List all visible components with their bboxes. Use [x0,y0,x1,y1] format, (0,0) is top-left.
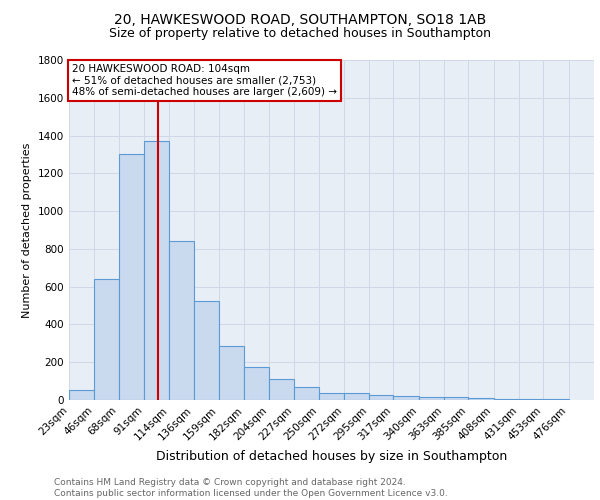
Text: Contains HM Land Registry data © Crown copyright and database right 2024.
Contai: Contains HM Land Registry data © Crown c… [54,478,448,498]
Bar [543,399,569,400]
Bar [169,242,194,400]
Text: 20 HAWKESWOOD ROAD: 104sqm
← 51% of detached houses are smaller (2,753)
48% of s: 20 HAWKESWOOD ROAD: 104sqm ← 51% of deta… [73,64,337,97]
Bar [194,301,219,400]
Bar [94,279,119,400]
X-axis label: Distribution of detached houses by size in Southampton: Distribution of detached houses by size … [156,450,507,463]
Bar [294,387,319,400]
Bar [419,397,444,400]
Bar [269,379,294,400]
Bar [369,396,393,400]
Bar [219,346,244,400]
Bar [468,398,494,400]
Bar [344,394,369,400]
Bar [119,154,144,400]
Bar [444,397,468,400]
Bar [319,394,344,400]
Bar [519,399,543,400]
Text: 20, HAWKESWOOD ROAD, SOUTHAMPTON, SO18 1AB: 20, HAWKESWOOD ROAD, SOUTHAMPTON, SO18 1… [114,12,486,26]
Y-axis label: Number of detached properties: Number of detached properties [22,142,32,318]
Bar [494,399,519,400]
Bar [393,396,419,400]
Text: Size of property relative to detached houses in Southampton: Size of property relative to detached ho… [109,28,491,40]
Bar [144,141,169,400]
Bar [69,390,94,400]
Bar [244,367,269,400]
